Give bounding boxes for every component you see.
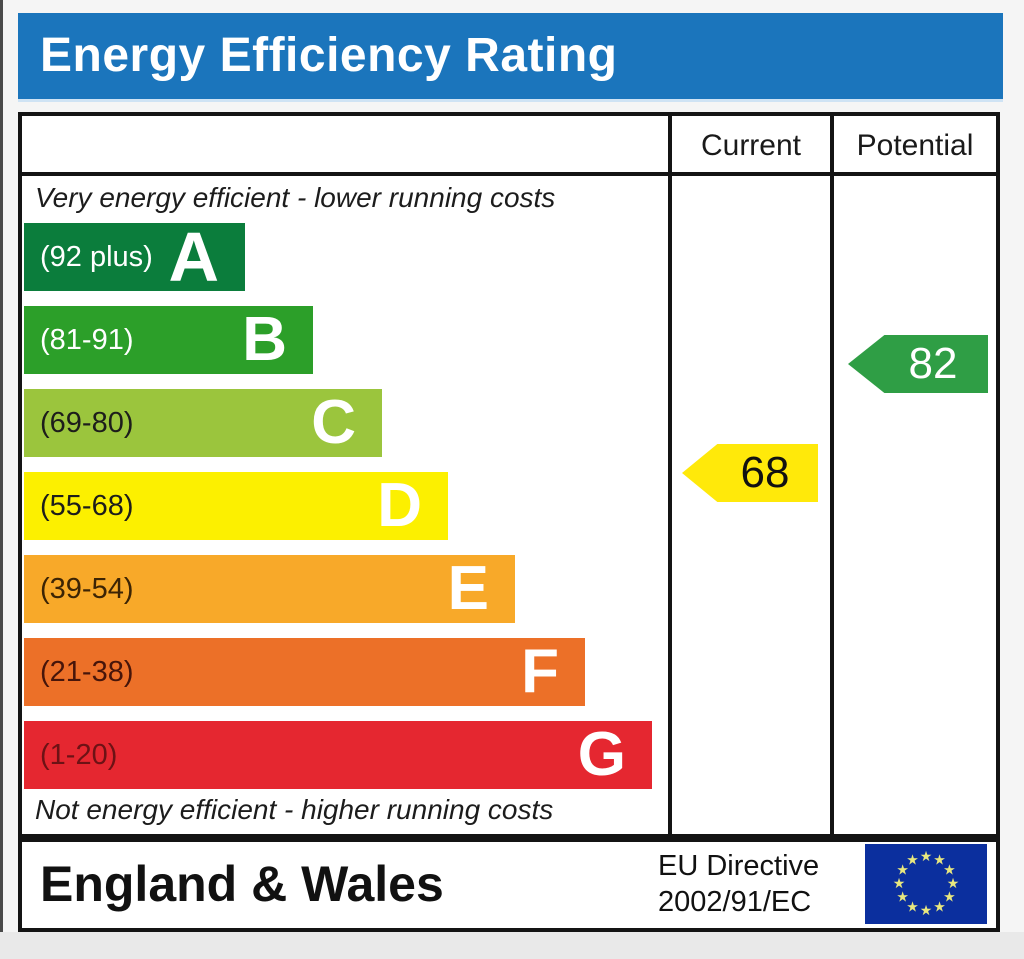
svg-text:★: ★	[920, 903, 933, 919]
eu-directive-line2: 2002/91/EC	[658, 886, 812, 918]
band-letter: C	[311, 388, 356, 457]
svg-text:★: ★	[947, 876, 960, 892]
eu-directive-text: EU Directive 2002/91/EC	[658, 848, 819, 920]
svg-text:★: ★	[943, 890, 956, 906]
svg-text:★: ★	[933, 899, 946, 915]
band-range-label: (55-68)	[40, 489, 134, 522]
band-row-e: (39-54) E	[24, 555, 515, 623]
band-range-label: (81-91)	[40, 323, 134, 356]
eu-flag-stars: ★ ★ ★ ★ ★ ★ ★ ★ ★ ★ ★ ★	[893, 849, 960, 919]
band-row-f: (21-38) F	[24, 638, 585, 706]
potential-column-header: Potential	[856, 129, 974, 162]
current-column-header: Current	[700, 129, 802, 162]
eu-directive-line1: EU Directive	[658, 850, 820, 882]
band-letter: F	[521, 637, 559, 706]
svg-text:★: ★	[893, 876, 906, 892]
region-label: England & Wales	[40, 856, 444, 912]
band-row-d: (55-68) D	[24, 472, 448, 540]
band-row-c: (69-80) C	[24, 389, 382, 457]
band-range-label: (1-20)	[40, 738, 118, 771]
bottom-caption: Not energy efficient - higher running co…	[35, 794, 554, 825]
band-letter: B	[242, 305, 287, 374]
potential-column-divider	[830, 116, 834, 834]
band-range-label: (21-38)	[40, 655, 134, 688]
svg-text:★: ★	[933, 853, 946, 869]
potential-rating-value: 82	[908, 339, 958, 388]
band-row-a: (92 plus) A	[24, 218, 245, 296]
current-rating-value: 68	[740, 448, 790, 497]
title-bar: Energy Efficiency Rating	[18, 13, 1003, 99]
svg-text:★: ★	[896, 890, 909, 906]
rating-chart: Current Potential Very energy efficient …	[18, 112, 1000, 838]
band-range-label: (92 plus)	[40, 240, 153, 273]
header-underline	[22, 172, 996, 176]
current-column-divider	[668, 116, 672, 834]
svg-text:★: ★	[906, 853, 919, 869]
band-row-g: (1-20) G	[24, 721, 652, 789]
eu-flag-icon: ★ ★ ★ ★ ★ ★ ★ ★ ★ ★ ★ ★	[865, 844, 987, 924]
band-letter: D	[377, 471, 422, 540]
svg-text:★: ★	[943, 863, 956, 879]
window-edge	[0, 0, 3, 945]
page-title: Energy Efficiency Rating	[40, 29, 618, 82]
band-range-label: (39-54)	[40, 572, 134, 605]
band-letter: E	[447, 554, 489, 623]
band-letter: G	[577, 720, 626, 789]
band-letter: A	[168, 218, 219, 296]
footer: England & Wales EU Directive 2002/91/EC …	[18, 838, 1000, 932]
bottom-margin	[0, 932, 1024, 959]
svg-text:★: ★	[896, 863, 909, 879]
band-row-b: (81-91) B	[24, 306, 313, 374]
svg-text:★: ★	[906, 899, 919, 915]
top-caption: Very energy efficient - lower running co…	[35, 182, 556, 213]
svg-text:★: ★	[920, 849, 933, 865]
band-range-label: (69-80)	[40, 406, 134, 439]
